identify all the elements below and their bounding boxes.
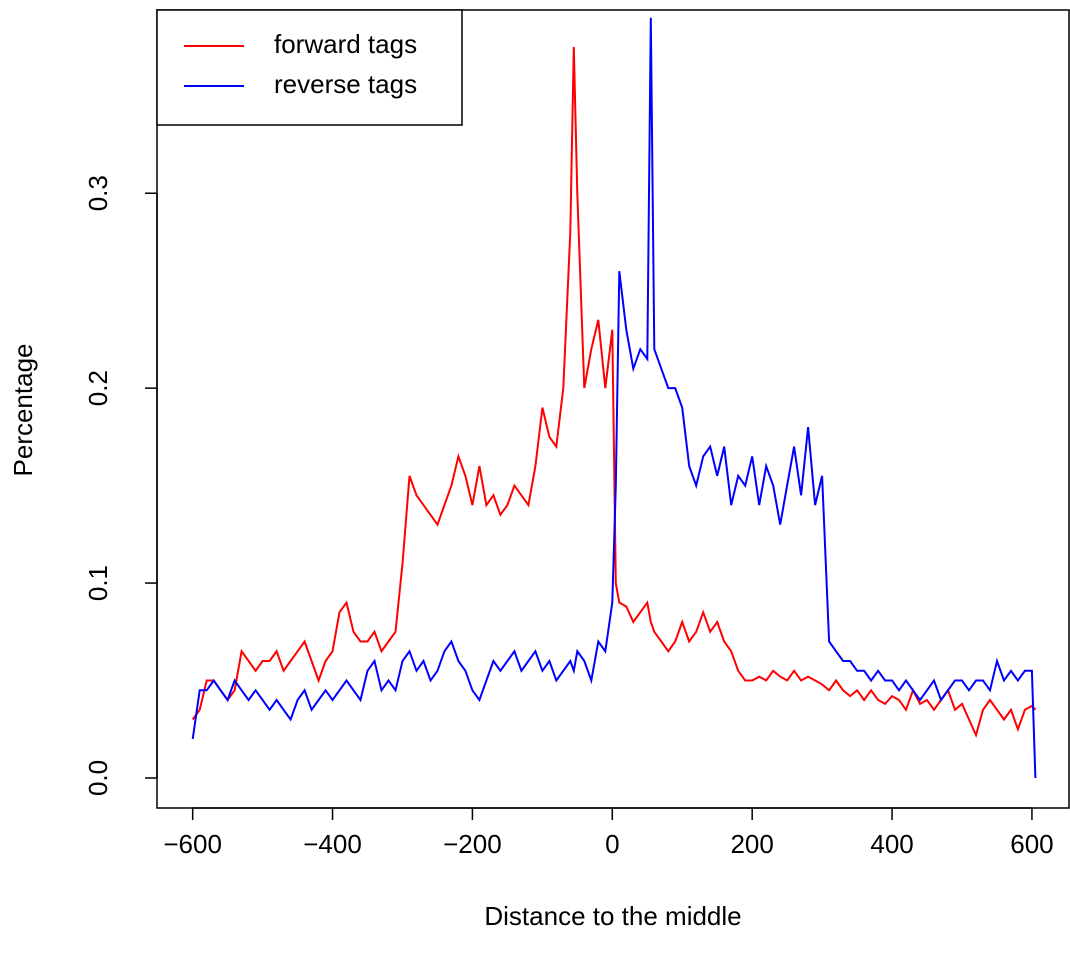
plot-frame: [156, 9, 1070, 809]
x-tick-label: 0: [605, 829, 619, 859]
series-line: [191, 46, 1037, 739]
x-axis-label: Distance to the middle: [484, 901, 741, 931]
x-tick-label: −400: [303, 829, 362, 859]
y-tick-label: 0.0: [83, 760, 113, 796]
y-tick-label: 0.2: [83, 370, 113, 406]
x-tick-label: 600: [1010, 829, 1053, 859]
y-tick-label: 0.1: [83, 565, 113, 601]
x-tick-label: −600: [163, 829, 222, 859]
x-tick-label: 400: [870, 829, 913, 859]
y-axis-label: Percentage: [8, 344, 38, 477]
legend-label: forward tags: [274, 29, 417, 59]
legend-box: [156, 9, 463, 126]
y-tick-label: 0.3: [83, 175, 113, 211]
series-line: [191, 17, 1037, 779]
legend-label: reverse tags: [274, 69, 417, 99]
x-tick-label: −200: [443, 829, 502, 859]
x-tick-label: 200: [730, 829, 773, 859]
